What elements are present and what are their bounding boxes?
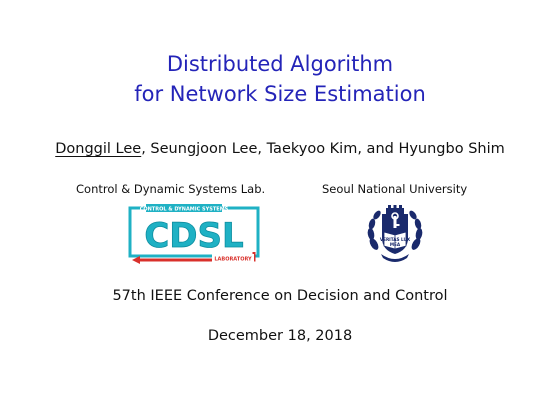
key-icon	[391, 212, 400, 228]
affiliation-university: Seoul National University	[322, 182, 468, 196]
presenter-name: Donggil Lee	[55, 141, 142, 157]
slide-title: Distributed Algorithm for Network Size E…	[0, 49, 560, 109]
book-motto-top: VERITAS LUX	[380, 237, 411, 242]
coauthor-names: , Seungjoon Lee, Taekyoo Kim, and Hyungb…	[141, 141, 505, 157]
book-icon	[383, 231, 407, 250]
snu-emblem: VERITAS LUX MEA	[367, 205, 423, 262]
title-line-1: Distributed Algorithm	[166, 52, 394, 76]
cdsl-top-text: CONTROL & DYNAMIC SYSTEMS	[140, 206, 229, 212]
laurel-wreath-icon	[367, 210, 423, 262]
cdsl-arrow-icon	[132, 256, 140, 264]
affiliation-lab: Control & Dynamic Systems Lab.	[76, 182, 266, 196]
cdsl-main-text: CDSL	[144, 216, 243, 256]
cdsl-top-band	[146, 204, 222, 212]
cdsl-bottom-text: LABORATORY	[214, 257, 252, 263]
author-list: Donggil Lee, Seungjoon Lee, Taekyoo Kim,…	[0, 141, 560, 157]
book-motto-bottom: MEA	[390, 242, 401, 247]
cdsl-bottom-band	[212, 254, 254, 262]
title-line-2: for Network Size Estimation	[134, 82, 426, 106]
presentation-date: December 18, 2018	[207, 328, 353, 344]
cdsl-logo: CONTROL & DYNAMIC SYSTEMS CDSL LABORATOR…	[128, 204, 260, 264]
conference-name: 57th IEEE Conference on Decision and Con…	[112, 288, 448, 304]
cdsl-frame-teal	[128, 206, 260, 258]
